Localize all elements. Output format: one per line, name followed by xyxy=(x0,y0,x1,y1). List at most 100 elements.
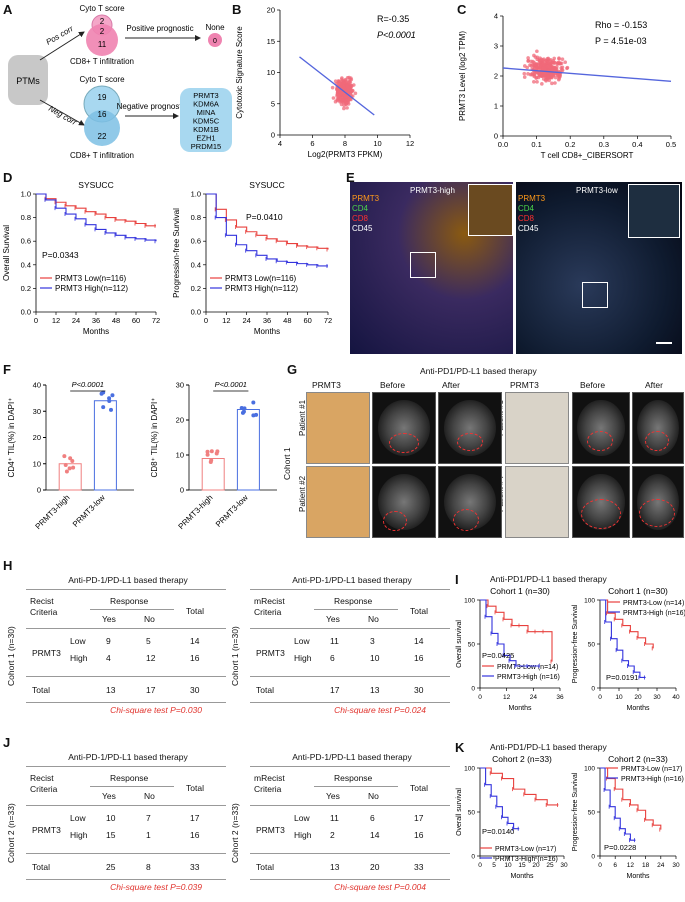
p-value: P=0.0410 xyxy=(246,212,283,222)
venn-top-circle-2 xyxy=(86,24,118,56)
y-tick-label: 0.2 xyxy=(21,284,31,293)
y-tick-label: 1.0 xyxy=(21,190,31,199)
yes-label: Yes xyxy=(102,791,116,801)
x-tick-label: 0.0 xyxy=(498,140,508,149)
panel-label-h: H xyxy=(3,558,13,573)
p-value: P=0.0191 xyxy=(606,673,638,682)
mri-patient-4-before xyxy=(572,466,630,538)
panel-f-cd8-chart: 0 10 20 30 CD8⁺ TIL(%) in DAPI⁺ PRMT3-high PRM… xyxy=(150,380,277,531)
cell-yes: 15 xyxy=(106,830,116,840)
gene-label: PRMT3 xyxy=(32,648,61,658)
scatter-point xyxy=(337,80,342,85)
x-tick-label: 60 xyxy=(132,316,140,325)
y-tick-label: 0 xyxy=(471,854,475,861)
row-label: Low xyxy=(70,636,86,646)
cell-total: 17 xyxy=(414,813,424,823)
y-axis-label: Cytotoxic Signature Score xyxy=(235,26,244,119)
x-axis-label: T cell CD8+_CIBERSORT xyxy=(541,151,634,160)
legend-label: PRMT3-High (n=16) xyxy=(495,856,558,863)
y-tick-label: 40 xyxy=(33,381,41,390)
legend-label: PRMT3 High(n=112) xyxy=(55,284,128,293)
x-tick-label: 12 xyxy=(52,316,60,325)
total-all: 30 xyxy=(190,685,200,695)
x-tick-label: 48 xyxy=(283,316,291,325)
svg-text:2: 2 xyxy=(100,17,105,26)
panel-i-title: Anti-PD1/PD-L1 based therapy xyxy=(490,574,607,584)
km-curve xyxy=(36,193,157,242)
inset-box-small xyxy=(410,252,436,278)
total-all: 30 xyxy=(414,685,424,695)
y-tick-label: 0.8 xyxy=(191,213,201,222)
cell-total: 14 xyxy=(190,636,200,646)
yes-label: Yes xyxy=(326,791,340,801)
response-label: Response xyxy=(110,773,149,783)
y-tick-label: 100 xyxy=(464,598,475,605)
y-axis-label: Progression-free Survival xyxy=(172,208,181,298)
none-circle xyxy=(208,33,222,47)
scatter-point xyxy=(335,97,339,102)
x-tick-label: 0.2 xyxy=(565,140,575,149)
y-tick-label: 0 xyxy=(37,486,41,495)
scatter-point xyxy=(545,64,550,69)
y-tick-label: 0 xyxy=(591,686,595,693)
no-label: No xyxy=(144,614,155,624)
panel-b-chart: 4 6 8 10 12 0 5 10 15 20 Log2(PRMT3 FPKM) Cytotoxic… xyxy=(235,6,416,160)
svg-text:Negative prognostic: Negative prognostic xyxy=(117,102,188,111)
data-point xyxy=(99,391,104,396)
legend-label: PRMT3-Low (n=17) xyxy=(621,766,682,773)
mri-patient-2-before xyxy=(372,466,436,538)
criteria-label: Recist xyxy=(30,773,54,783)
scatter-point xyxy=(335,92,340,97)
y-tick-label: 1 xyxy=(494,102,498,111)
cd8-top-label: CD8+ T infiltration xyxy=(70,57,134,66)
panel-label-f: F xyxy=(3,362,11,377)
data-point xyxy=(63,462,68,467)
y-tick-label: 15 xyxy=(267,37,275,46)
scatter-point xyxy=(560,57,565,61)
x-tick-label: 40 xyxy=(672,694,680,701)
scatter-point xyxy=(557,76,561,81)
total-label: Total xyxy=(186,606,204,616)
x-tick-label: 36 xyxy=(263,316,271,325)
no-label: No xyxy=(368,614,379,624)
svg-text:CD8+ T infiltration: CD8+ T infiltration xyxy=(70,151,134,160)
panel-label-g: G xyxy=(287,362,298,377)
cell-no: 6 xyxy=(370,813,375,823)
panel-d-pfs-chart: 0 12 24 36 48 60 72 0.0 0.2 0.4 0.6 0.8 1.0 Months Pro… xyxy=(172,180,332,336)
svg-text:22: 22 xyxy=(98,132,107,141)
x-tick-label: 24 xyxy=(657,862,665,869)
chi-square-test: Chi-square test P=0.024 xyxy=(334,705,426,715)
scatter-point xyxy=(544,79,548,83)
x-tick-label: 20 xyxy=(532,862,540,869)
x-tick-label: 20 xyxy=(634,694,642,701)
x-tick-label: 10 xyxy=(373,139,381,148)
total-yes: 13 xyxy=(330,862,340,872)
table-j-recist: Anti-PD-1/PD-L1 based therapy Cohort 2 (n… xyxy=(4,752,226,902)
y-tick-label: 4 xyxy=(494,12,498,21)
inset-box-large xyxy=(628,184,680,238)
ihc-patient-2 xyxy=(306,466,370,538)
scatter-point xyxy=(553,75,558,80)
scatter-point xyxy=(550,81,554,86)
criteria-label: Criteria xyxy=(30,607,58,617)
row-label: High xyxy=(70,830,88,840)
y-tick-label: 0.0 xyxy=(21,308,31,317)
y-tick-label: 50 xyxy=(588,642,596,649)
legend-label: PRMT3 Low(n=116) xyxy=(225,274,297,283)
scatter-point xyxy=(531,59,535,64)
data-point xyxy=(205,449,210,454)
scatter-point xyxy=(528,63,532,67)
total-all: 33 xyxy=(190,862,200,872)
y-tick-label: 10 xyxy=(267,68,275,77)
scatter-point xyxy=(541,58,545,62)
panel-k-os-chart: 0 5 10 15 20 25 30 0 50 100 Months Overall survival… xyxy=(456,754,568,880)
cohort-label: Cohort 1 (n=30) xyxy=(6,626,16,686)
y-tick-label: 0 xyxy=(471,686,475,693)
km-curve xyxy=(480,599,553,662)
gene-label: PRMT3 xyxy=(256,648,285,658)
micro-right-title: PRMT3-low xyxy=(576,186,618,195)
p-value: P<0.0001 xyxy=(215,380,247,389)
y-axis-label: Progression-free Survival xyxy=(572,772,579,851)
panel-i-os-chart: 0 12 24 36 0 50 100 Months Overall survival Cohor… xyxy=(456,586,564,712)
marker-legend-left: PRMT3 CD4 CD8 CD45 xyxy=(352,194,380,233)
